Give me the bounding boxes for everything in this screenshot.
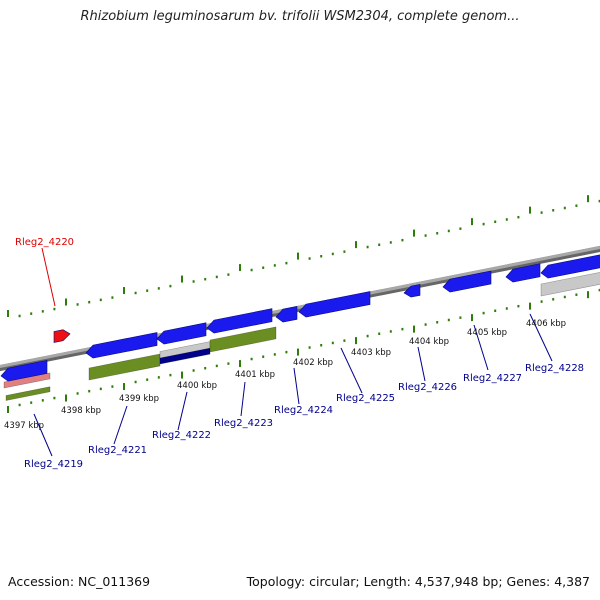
gene-arrow: [206, 308, 273, 334]
kbp-label: 4400 kbp: [177, 381, 217, 391]
leader-line: [293, 367, 300, 405]
gene-label[interactable]: Rleg2_4221: [88, 445, 147, 456]
leader-line: [340, 347, 363, 394]
gene-label[interactable]: Rleg2_4225: [336, 393, 395, 404]
gene-label[interactable]: Rleg2_4222: [152, 430, 211, 441]
kbp-label: 4406 kbp: [526, 319, 566, 329]
leader-line: [240, 381, 246, 417]
leader-line-red: [41, 247, 56, 307]
gene-arrow: [0, 360, 48, 382]
kbp-label: 4401 kbp: [235, 370, 275, 380]
leader-line: [417, 346, 426, 382]
gene-label[interactable]: Rleg2_4224: [274, 405, 333, 416]
gene-arrow: [85, 332, 158, 359]
leader-line: [113, 405, 128, 445]
leader-line: [473, 324, 489, 371]
gene-arrow: [505, 263, 541, 283]
feature-block: [5, 386, 51, 401]
feature-track: [3, 272, 600, 401]
upper-scale-ticks: [7, 195, 600, 318]
gene-label[interactable]: Rleg2_4226: [398, 382, 457, 393]
kbp-label: 4398 kbp: [61, 406, 101, 416]
feature-block: [88, 353, 161, 381]
kbp-label: 4399 kbp: [119, 394, 159, 404]
gene-arrow: [540, 254, 600, 279]
kbp-label: 4403 kbp: [351, 348, 391, 358]
gene-label[interactable]: Rleg2_4223: [214, 418, 273, 429]
gene-arrow: [403, 283, 421, 298]
page-title: Rhizobium leguminosarum bv. trifolii WSM…: [80, 9, 520, 24]
leader-line: [33, 413, 53, 457]
gene-arrow: [298, 291, 371, 318]
lower-scale-ticks: [7, 288, 600, 413]
leader-line: [529, 313, 553, 362]
leader-line: [177, 391, 188, 431]
feature-block: [209, 326, 277, 353]
gene-arrow: [156, 322, 207, 345]
kbp-label: 4405 kbp: [467, 328, 507, 338]
kbp-label: 4402 kbp: [293, 358, 333, 368]
kbp-label: 4397 kbp: [4, 421, 44, 431]
label-leader-lines: [33, 247, 553, 457]
gene-label[interactable]: Rleg2_4228: [525, 363, 584, 374]
gene-label-red[interactable]: Rleg2_4220: [15, 237, 74, 248]
kbp-label: 4404 kbp: [409, 337, 449, 347]
gene-arrow: [442, 270, 492, 293]
genome-summary-text: Topology: circular; Length: 4,537,948 bp…: [246, 574, 590, 589]
accession-text: Accession: NC_011369: [8, 574, 151, 589]
gene-arrow: [275, 305, 298, 323]
feature-block: [540, 272, 600, 297]
feature-block: [159, 347, 211, 365]
gene-track: [0, 254, 600, 382]
gene-label[interactable]: Rleg2_4219: [24, 459, 83, 470]
gene-arrow-red: [53, 329, 71, 343]
gene-label[interactable]: Rleg2_4227: [463, 373, 522, 384]
